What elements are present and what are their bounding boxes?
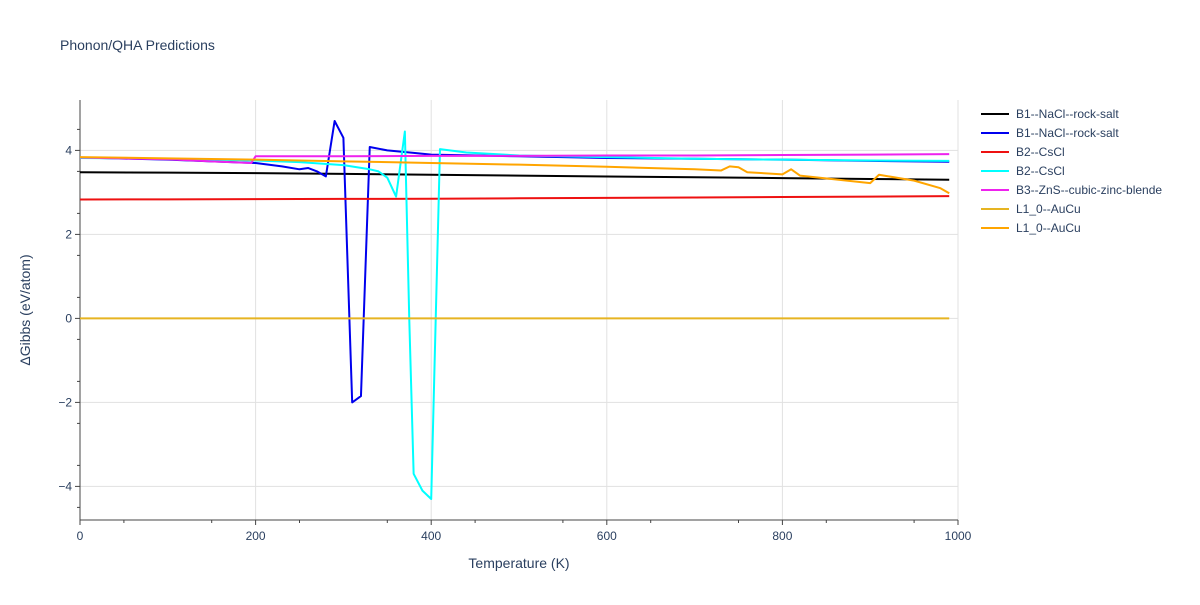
legend-item[interactable]: L1_0--AuCu xyxy=(981,202,1081,216)
legend-item[interactable]: B2--CsCl xyxy=(981,164,1065,178)
series-line-4 xyxy=(79,153,950,164)
x-tick-label: 0 xyxy=(77,529,84,543)
series-line-3 xyxy=(79,130,950,500)
y-tick-label: 4 xyxy=(65,143,72,157)
series-line-0 xyxy=(79,171,950,181)
chart-title: Phonon/QHA Predictions xyxy=(60,37,215,53)
series-line-6 xyxy=(79,156,950,195)
legend-label: B2--CsCl xyxy=(1016,164,1065,178)
legend-label: L1_0--AuCu xyxy=(1016,221,1081,235)
x-tick-label: 200 xyxy=(246,529,266,543)
y-tick-label: 2 xyxy=(65,227,72,241)
series-line-2 xyxy=(79,195,950,201)
legend-label: B2--CsCl xyxy=(1016,145,1065,159)
legend-item[interactable]: B2--CsCl xyxy=(981,145,1065,159)
y-tick-label: −4 xyxy=(58,479,72,493)
legend[interactable]: B1--NaCl--rock-salt B1--NaCl--rock-salt B2… xyxy=(981,107,1162,235)
y-tick-label: −2 xyxy=(58,395,72,409)
legend-label: L1_0--AuCu xyxy=(1016,202,1081,216)
series-layer xyxy=(79,120,950,500)
legend-item[interactable]: B1--NaCl--rock-salt xyxy=(981,126,1119,140)
axes-layer: 0 200 400 600 800 1000 −4 −2 0 2 4 xyxy=(58,100,972,543)
x-axis-title: Temperature (K) xyxy=(468,555,569,571)
legend-item[interactable]: B1--NaCl--rock-salt xyxy=(981,107,1119,121)
legend-item[interactable]: L1_0--AuCu xyxy=(981,221,1081,235)
legend-label: B1--NaCl--rock-salt xyxy=(1016,126,1119,140)
x-tick-label: 1000 xyxy=(945,529,972,543)
x-tick-label: 600 xyxy=(597,529,617,543)
x-tick-label: 400 xyxy=(421,529,441,543)
legend-label: B3--ZnS--cubic-zinc-blende xyxy=(1016,183,1162,197)
y-tick-label: 0 xyxy=(65,311,72,325)
x-tick-label: 800 xyxy=(772,529,792,543)
legend-label: B1--NaCl--rock-salt xyxy=(1016,107,1119,121)
grid-layer xyxy=(80,100,959,520)
y-axis-title: ΔGibbs (eV/atom) xyxy=(17,254,33,365)
legend-item[interactable]: B3--ZnS--cubic-zinc-blende xyxy=(981,183,1162,197)
